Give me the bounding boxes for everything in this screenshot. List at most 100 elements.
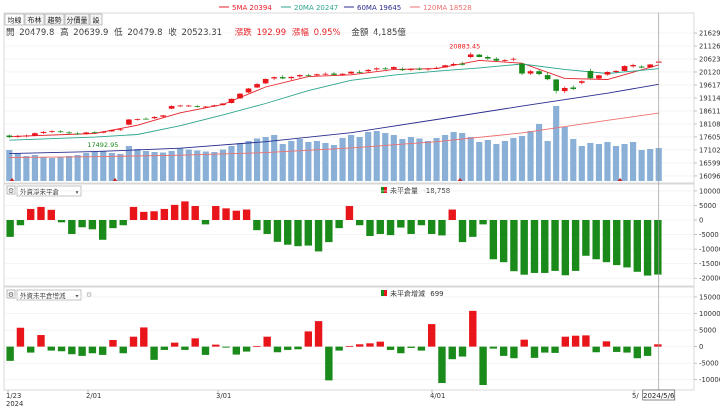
panel2-y-tick-label: -15000 — [699, 260, 720, 268]
panel2-bar — [510, 220, 518, 272]
panel2-settings-icon[interactable] — [6, 185, 16, 195]
candle-body — [604, 71, 611, 75]
panel2-bar — [489, 220, 498, 260]
volume-bar — [288, 141, 295, 181]
candle-body — [237, 93, 243, 99]
volume-bar — [185, 149, 192, 181]
panel3-bar — [469, 310, 477, 347]
panel3-bar — [27, 346, 35, 353]
y-tick-label: 20623 — [699, 55, 720, 63]
panel2-bar — [68, 220, 76, 234]
toolbar-tab-3[interactable] — [64, 13, 90, 26]
volume-bar — [501, 141, 508, 181]
candle-body — [66, 132, 72, 134]
toolbar: 均線 布林 趨勢 分價量設 — [4, 13, 103, 26]
x-tick-label: 3/01 — [216, 392, 231, 400]
panel3-bar — [520, 339, 528, 347]
panel3-bar — [191, 338, 199, 347]
panel3-y-tick-label: 15000 — [699, 293, 720, 301]
y-tick-label: 19617 — [699, 81, 720, 89]
change-label: 漲跌 — [235, 27, 253, 38]
candle-body — [220, 103, 226, 106]
toolbar-tab-0[interactable] — [4, 13, 25, 26]
panel3-settings-gear-icon[interactable]: ⚙ — [86, 291, 92, 299]
y-tick-label: 21126 — [699, 42, 720, 50]
volume-bar — [108, 153, 115, 181]
panel3-bar — [78, 346, 86, 356]
panel2-bar — [335, 220, 343, 229]
volume-bar — [467, 137, 474, 181]
panel3-indicator-value: 699 — [430, 290, 443, 298]
toolbar-tab-2[interactable] — [44, 13, 65, 26]
candle-body — [484, 57, 491, 59]
info-line: 開 20479.8 高 20639.9 低 20479.8 收 20523.31… — [6, 27, 406, 38]
volume-bar — [168, 151, 175, 181]
panel3-select-label: 外資未平倉增減 — [20, 291, 66, 300]
panel2-bar — [160, 208, 169, 220]
volume-bar — [125, 146, 132, 181]
panel3-bar — [253, 345, 261, 347]
panel3-settings-icon[interactable] — [6, 289, 16, 299]
candle-body — [510, 58, 517, 60]
candle-body — [202, 106, 209, 108]
panel3-legend-swatch-up — [384, 290, 387, 296]
panel3-y-tick-label: -5000 — [699, 360, 719, 368]
candle-body — [373, 68, 380, 70]
panel3-y-tick-label: 0 — [699, 343, 703, 351]
panel3-bar — [160, 346, 169, 350]
panel2-y-axis: 10000 5000 0 -5000 -10000 -15000 -20000 — [694, 187, 720, 283]
panel2-bar — [78, 220, 86, 228]
panel3-bar — [417, 346, 426, 351]
panel2-bar — [109, 220, 117, 229]
panel2-legend-swatch — [381, 187, 384, 193]
volume-bar — [561, 127, 568, 181]
candle-body — [74, 133, 81, 135]
candle-body — [134, 119, 141, 120]
candle-body — [493, 58, 500, 61]
toolbar-tab-4[interactable] — [89, 13, 103, 26]
event-marker — [9, 178, 15, 181]
panel3-bar — [561, 336, 570, 347]
volume-bar — [638, 150, 645, 181]
panel2-indicator-label: 未平倉量 — [390, 186, 418, 195]
panel3-bar — [458, 346, 467, 357]
toolbar-tab-1[interactable] — [24, 13, 45, 26]
volume-bars — [6, 106, 662, 181]
volume-bar — [160, 152, 167, 181]
panel2-bar — [294, 220, 302, 247]
volume-bar — [424, 141, 432, 181]
volume-bar — [382, 133, 389, 181]
panel2-indicator: 未平倉量 -18,758 — [390, 186, 450, 195]
panel3-bar — [643, 346, 652, 356]
panel2-bar — [273, 220, 282, 242]
panel3-bar — [356, 344, 364, 347]
x-tick-label: 5/ — [632, 392, 639, 400]
panel3-bar — [129, 336, 138, 347]
panel2-bar — [582, 220, 590, 256]
candle-body — [245, 88, 252, 93]
panel2-bar — [427, 220, 436, 234]
volume-bar — [544, 141, 551, 181]
low-label: 低 — [114, 27, 123, 38]
panel3-bar — [150, 346, 158, 360]
panel3-bar — [397, 346, 405, 354]
volume-bar — [553, 106, 560, 181]
panel3-bar — [68, 346, 76, 355]
toolbar-tab-label: 趨勢 — [48, 16, 62, 25]
panel2-bar — [561, 220, 570, 276]
y-tick-label: 17102 — [699, 146, 720, 154]
panel2-bar — [571, 220, 580, 271]
panel3-select[interactable] — [16, 289, 82, 301]
close-label: 收 — [168, 27, 177, 38]
panel3-bar — [479, 346, 487, 386]
panel3-bar — [448, 346, 456, 360]
panel3-bar — [109, 340, 117, 347]
panel2-bar — [57, 220, 66, 223]
candle-body — [348, 71, 354, 74]
panel3-bar — [427, 324, 436, 347]
panel2-bar — [530, 220, 539, 273]
volume-bar — [399, 139, 406, 181]
ma20-line — [9, 63, 659, 141]
panel2-bar — [397, 220, 405, 228]
candle-body — [630, 65, 636, 67]
